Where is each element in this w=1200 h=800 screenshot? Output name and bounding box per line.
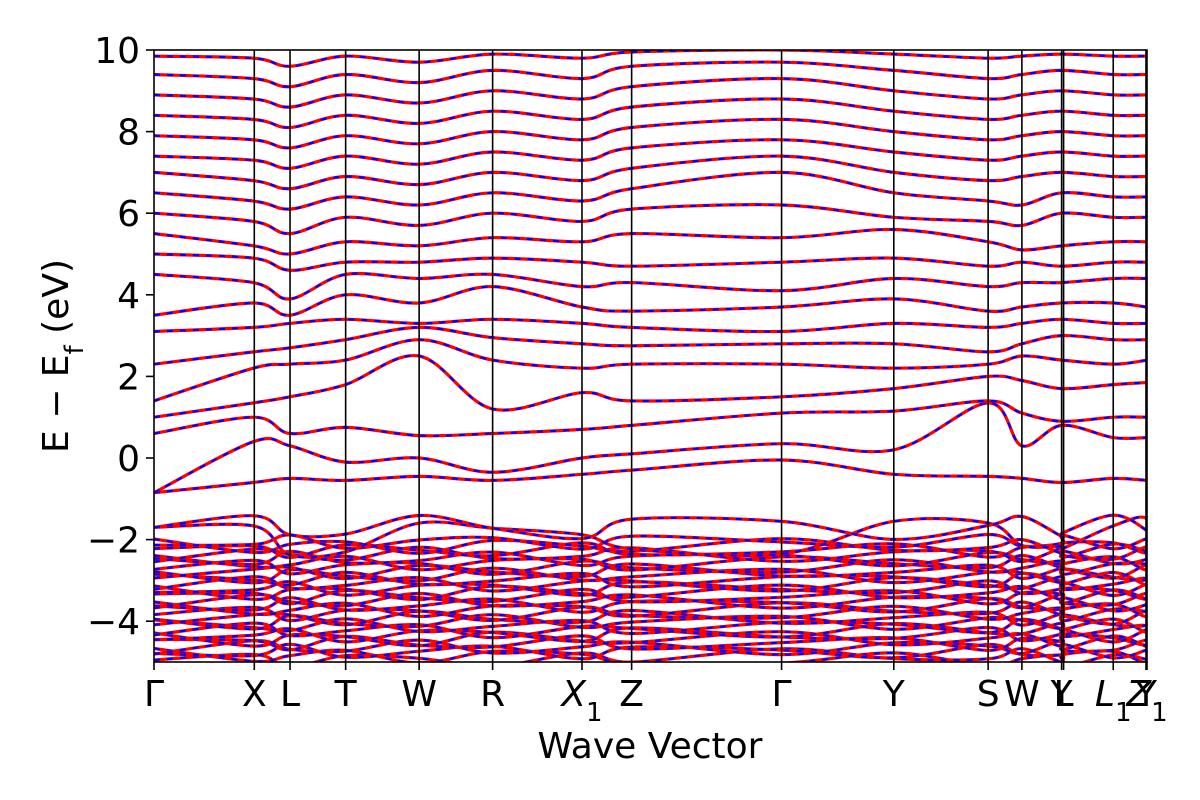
y-tick-label: 2 — [117, 357, 140, 398]
x-tick-label: R — [480, 674, 505, 715]
x-tick-label: W — [401, 674, 437, 715]
y-axis-label: E − Ef (eV) — [36, 259, 90, 453]
band-line-blue-dashed — [154, 61, 1147, 88]
x-tick-label: Y — [882, 674, 906, 715]
x-tick-label: L — [1054, 674, 1074, 715]
band-line-blue-dashed — [154, 77, 1147, 109]
band-line-blue-dashed — [154, 138, 1147, 170]
band-line-red — [154, 317, 1147, 334]
band-line-blue-dashed — [154, 541, 1147, 559]
band-line-blue-dashed — [154, 285, 1147, 317]
band-line-blue-dashed — [154, 579, 1147, 597]
band-line-blue-dashed — [154, 171, 1147, 211]
y-tick-label: 0 — [117, 439, 140, 480]
x-tick-label: X1 — [559, 674, 602, 728]
y-tick-label: 4 — [117, 276, 140, 317]
x-tick-label: Γ — [144, 674, 164, 715]
band-line-blue-dashed — [154, 533, 1147, 551]
band-line-red — [154, 399, 1147, 438]
x-tick-label: Γ — [772, 674, 792, 715]
band-line-blue-dashed — [154, 458, 1147, 494]
band-line-blue-dashed — [154, 592, 1147, 610]
x-tick-label: L1 — [1095, 674, 1132, 728]
x-axis-label: Wave Vector — [538, 726, 763, 767]
y-tick-label: 10 — [94, 31, 140, 72]
band-line-blue-dashed — [154, 154, 1147, 190]
y-tick-label: 6 — [117, 194, 140, 235]
x-tick-label: S — [977, 674, 1000, 715]
band-line-blue-dashed — [154, 272, 1147, 301]
band-line-blue-dashed — [154, 338, 1147, 402]
x-tick-label: Y — [1050, 674, 1074, 715]
band-line-blue-dashed — [154, 203, 1147, 235]
band-line-blue-dashed — [154, 634, 1147, 652]
plot-frame — [153, 49, 1148, 663]
band-line-blue-dashed — [154, 605, 1147, 622]
band-line-red — [154, 651, 1147, 662]
band-line-blue-dashed — [154, 638, 1147, 656]
band-line-blue-dashed — [154, 97, 1147, 129]
y-axis-label-group: E − Ef (eV) — [36, 259, 90, 453]
band-line-blue-dashed — [154, 647, 1147, 662]
band-line-blue-dashed — [154, 118, 1147, 150]
x-tick-label: T — [334, 674, 358, 715]
x-tick-label: Z1 — [1125, 674, 1167, 728]
band-line-blue-dashed — [154, 326, 1147, 366]
band-line-blue-dashed — [154, 545, 1147, 563]
x-tick-label: X — [242, 674, 267, 715]
x-tick-label: Y — [1134, 674, 1158, 715]
band-line-blue-dashed — [154, 643, 1147, 660]
band-line-blue-dashed — [154, 252, 1147, 272]
high-symmetry-lines — [253, 50, 1147, 662]
x-tick-label: W — [1004, 674, 1040, 715]
band-line-blue-dashed — [154, 613, 1147, 631]
y-axis-ticks: −4 −2 0 2 4 6 8 10 — [87, 31, 154, 643]
x-tick-label: Z — [619, 674, 644, 715]
y-tick-label: 8 — [117, 113, 140, 154]
band-line-blue-dashed — [154, 50, 1147, 68]
y-tick-label: −2 — [87, 521, 140, 562]
x-axis-ticks: Γ X L T W R X1 Z Γ Y S W YL L1 YZ1 — [144, 662, 1168, 728]
y-tick-label: −4 — [87, 602, 140, 643]
band-line-blue-dashed — [154, 401, 1147, 494]
band-line-blue-dashed — [154, 558, 1147, 576]
band-line-blue-dashed — [154, 588, 1147, 606]
x-tick-label: L — [280, 674, 300, 715]
band-line-blue-dashed — [154, 596, 1147, 614]
